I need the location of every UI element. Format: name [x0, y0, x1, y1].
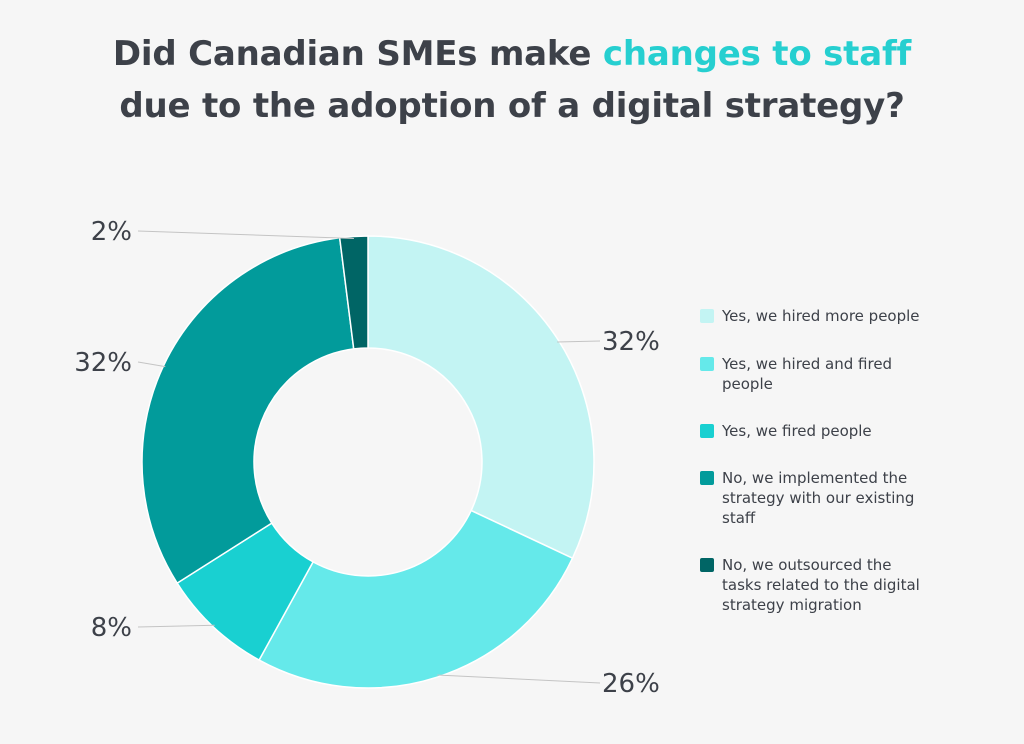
data-label-5: 2% [91, 217, 132, 247]
legend-swatch [700, 357, 714, 371]
slice-yes-we-hired-and-fired-people [258, 509, 574, 689]
data-label-3: 8% [91, 613, 132, 643]
legend-item-3: Yes, we fired people [700, 421, 927, 441]
leader-line-2 [437, 674, 601, 684]
legend-item-1: Yes, we hired more people [700, 306, 927, 326]
leader-line-5 [137, 230, 354, 239]
legend-swatch [700, 424, 714, 438]
chart-title: Did Canadian SMEs make changes to staff … [0, 28, 1024, 132]
title-part-2: due to the adoption of a digital strateg… [119, 86, 905, 126]
title-part-1: Did Canadian SMEs make [112, 34, 603, 74]
leader-line-4 [137, 361, 166, 368]
data-label-2: 26% [602, 669, 660, 699]
slice-no-we-outsourced-the-tasks-related-to-the-digital-strategy-migration [338, 235, 369, 350]
legend-label: Yes, we hired and fired people [722, 355, 893, 393]
legend-label: No, we implemented the strategy with our… [722, 469, 915, 527]
legend-swatch [700, 558, 714, 572]
title-highlight: changes to staff [602, 34, 912, 74]
leader-line-1 [557, 340, 601, 343]
legend-swatch [700, 309, 714, 323]
legend-item-4: No, we implemented the strategy with our… [700, 468, 927, 528]
slice-no-we-implemented-the-strategy-with-our-existing-staff [141, 236, 355, 585]
legend-label: Yes, we hired more people [722, 307, 920, 325]
legend-swatch [700, 471, 714, 485]
data-label-4: 32% [74, 348, 132, 378]
legend-label: Yes, we fired people [722, 422, 872, 440]
slice-yes-we-hired-more-people [367, 235, 595, 560]
legend-item-2: Yes, we hired and fired people [700, 354, 927, 394]
legend-label: No, we outsourced the tasks related to t… [722, 556, 920, 614]
leader-line-3 [137, 624, 215, 628]
legend-item-5: No, we outsourced the tasks related to t… [700, 555, 927, 615]
data-label-1: 32% [602, 327, 660, 357]
